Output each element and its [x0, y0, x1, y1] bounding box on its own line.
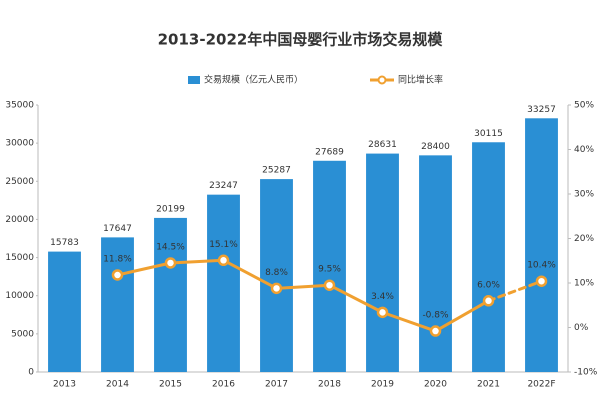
- bar-value-label: 23247: [209, 181, 238, 191]
- bar-value-label: 20199: [156, 204, 185, 214]
- y-tick-label: 0: [28, 368, 34, 378]
- line-marker: [429, 325, 442, 337]
- y2-tick-label: 0%: [574, 323, 589, 333]
- bar: [154, 217, 187, 372]
- line-marker: [111, 269, 124, 281]
- bar-value-label: 25287: [262, 166, 291, 176]
- y-tick-label: 5000: [11, 329, 34, 339]
- y2-tick-label: 40%: [574, 145, 594, 155]
- line-marker: [323, 279, 336, 291]
- bar-value-label: 15783: [50, 238, 79, 248]
- bar-value-label: 27689: [315, 147, 344, 157]
- x-tick-label: 2020: [424, 380, 447, 390]
- line-segment: [487, 279, 543, 303]
- bar-value-label: 33257: [527, 105, 556, 115]
- line-segment: [381, 310, 437, 333]
- y-tick-label: 10000: [5, 291, 34, 301]
- legend-label: 同比增长率: [398, 74, 443, 86]
- bar-value-label: 28400: [421, 142, 450, 152]
- x-tick-label: 2013: [53, 380, 76, 390]
- y2-tick-label: 50%: [574, 101, 594, 111]
- y-tick-label: 15000: [5, 253, 34, 263]
- legend: 交易规模（亿元人民币） 同比增长率: [188, 74, 443, 86]
- bar: [366, 153, 399, 372]
- line-marker: [376, 306, 389, 319]
- line-segment: [169, 258, 225, 265]
- legend-swatch: [188, 76, 200, 84]
- x-tick-label: 2021: [477, 380, 500, 390]
- bar-value-label: 17647: [103, 224, 132, 234]
- line-value-label: 9.5%: [318, 265, 341, 275]
- x-tick-label: 2014: [106, 380, 129, 390]
- x-tick-label: 2018: [318, 380, 341, 390]
- line-value-label: 3.4%: [371, 292, 394, 302]
- line-value-label: 8.8%: [265, 268, 288, 278]
- y2-tick-label: 20%: [574, 234, 594, 244]
- x-tick-label: 2019: [371, 380, 394, 390]
- line-marker: [270, 282, 283, 295]
- y-tick-label: 20000: [5, 215, 34, 225]
- bar: [101, 237, 134, 372]
- bar: [472, 142, 505, 372]
- line-segment: [328, 283, 384, 314]
- chart-title: 2013-2022年中国母婴行业市场交易规模: [158, 31, 444, 49]
- line-segment: [275, 283, 331, 290]
- legend-label: 交易规模（亿元人民币）: [204, 74, 303, 86]
- line-value-label: 14.5%: [156, 242, 185, 252]
- line-marker: [482, 295, 495, 307]
- bar: [313, 160, 346, 372]
- y2-tick-label: 10%: [574, 279, 594, 289]
- y2-tick-label: 30%: [574, 190, 594, 200]
- legend-marker: [377, 75, 387, 85]
- x-tick-label: 2017: [265, 380, 288, 390]
- y-tick-label: 25000: [5, 177, 34, 187]
- line-value-label: 11.8%: [103, 254, 132, 264]
- line-segment: [434, 299, 490, 333]
- line-marker: [164, 257, 177, 269]
- line-segment: [222, 258, 278, 290]
- line-marker: [217, 254, 230, 267]
- x-tick-label: 2016: [212, 380, 235, 390]
- x-tick-label: 2022F: [527, 380, 555, 390]
- y2-tick-label: -10%: [574, 368, 598, 378]
- y-tick-label: 30000: [5, 139, 34, 149]
- bar: [525, 118, 558, 372]
- line-value-label: 6.0%: [477, 280, 500, 290]
- line-value-label: 10.4%: [527, 261, 556, 271]
- bar: [207, 194, 240, 372]
- line-marker: [535, 275, 548, 287]
- line-segment: [116, 261, 172, 277]
- x-tick-label: 2015: [159, 380, 182, 390]
- bar: [260, 179, 293, 372]
- bar-value-label: 28631: [368, 140, 397, 150]
- bar-value-label: 30115: [474, 129, 503, 139]
- line-value-label: -0.8%: [422, 311, 449, 321]
- y-tick-label: 35000: [5, 101, 34, 111]
- line-value-label: 15.1%: [209, 240, 238, 250]
- bar: [419, 155, 452, 372]
- bar: [48, 251, 81, 372]
